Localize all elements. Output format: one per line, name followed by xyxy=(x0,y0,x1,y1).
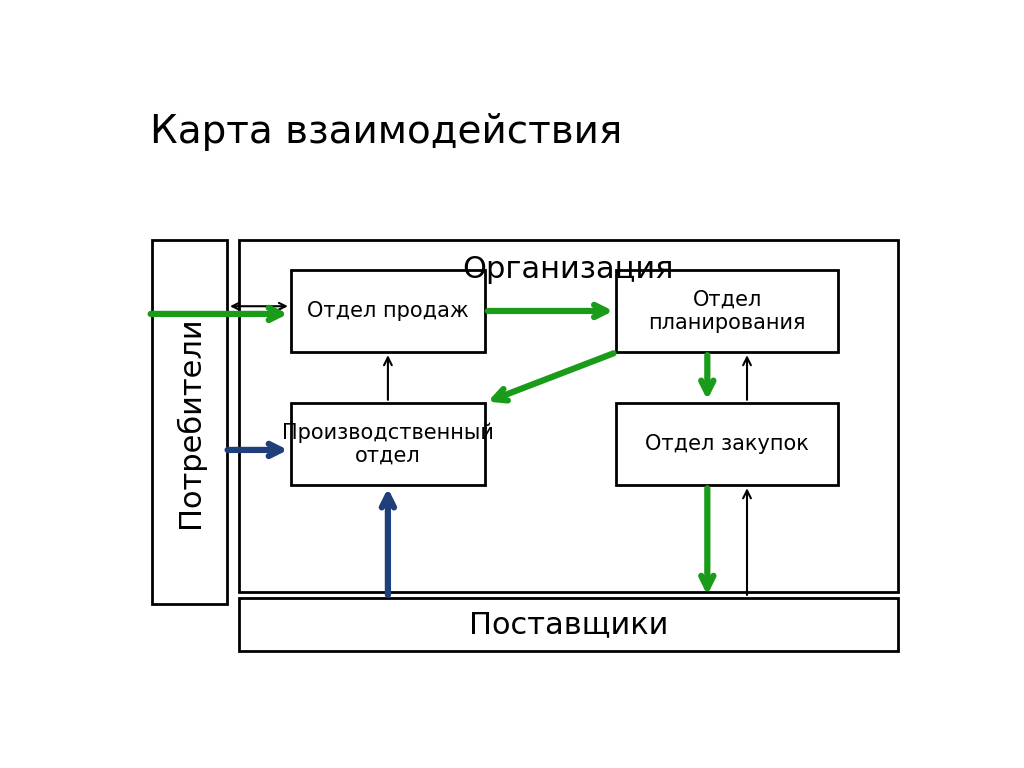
Bar xyxy=(291,402,485,485)
Bar xyxy=(616,270,839,353)
Bar xyxy=(240,240,898,592)
Text: Потребители: Потребители xyxy=(174,316,205,528)
Bar xyxy=(616,402,839,485)
Text: Отдел
планирования: Отдел планирования xyxy=(648,290,806,333)
Bar xyxy=(152,240,227,604)
Bar xyxy=(291,270,485,353)
Text: Карта взаимодействия: Карта взаимодействия xyxy=(151,113,623,151)
Text: Поставщики: Поставщики xyxy=(469,610,668,639)
Text: Организация: Организация xyxy=(463,256,674,284)
Text: Отдел закупок: Отдел закупок xyxy=(645,434,809,454)
Bar xyxy=(240,598,898,651)
Text: Отдел продаж: Отдел продаж xyxy=(307,301,469,321)
Text: Производственный
отдел: Производственный отдел xyxy=(282,422,494,466)
